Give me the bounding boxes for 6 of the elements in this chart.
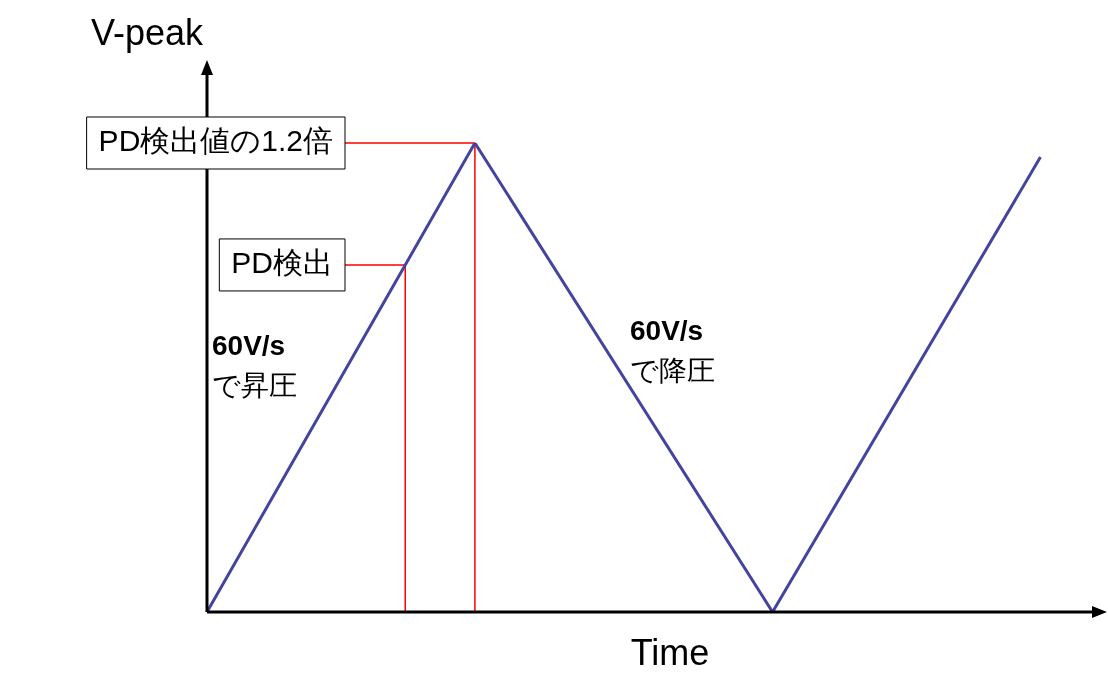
y-axis-title: V-peak	[90, 12, 205, 53]
annotation: 60V/s で降圧	[630, 315, 715, 386]
x-axis-title: Time	[630, 632, 710, 673]
ref-line-label: PD検出値の1.2倍	[98, 124, 334, 158]
ref-line-label: PD検出	[231, 246, 334, 280]
annotation: 60V/s で昇圧	[212, 330, 297, 401]
